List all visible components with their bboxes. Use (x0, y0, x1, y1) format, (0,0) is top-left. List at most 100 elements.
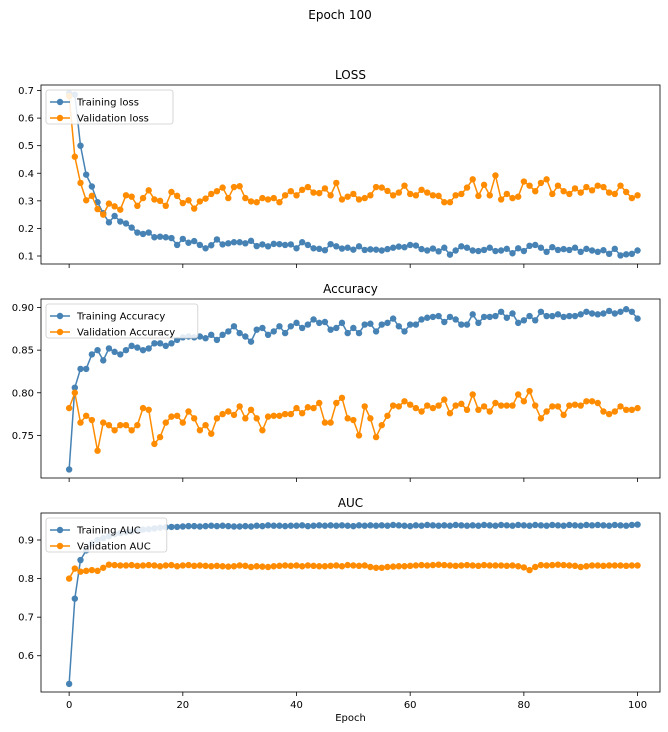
legend-box (45, 89, 174, 125)
data-point (441, 244, 448, 251)
data-point (333, 243, 340, 250)
data-point (594, 248, 601, 256)
data-point (82, 197, 90, 204)
data-point (344, 415, 351, 422)
y-tick-label: 0.4 (18, 169, 34, 180)
data-point (509, 522, 516, 529)
data-point (82, 365, 90, 373)
data-point (395, 243, 403, 250)
data-point (270, 412, 277, 419)
data-point (82, 412, 90, 419)
legend-box (45, 517, 168, 553)
data-point (554, 182, 562, 189)
y-tick-label: 0.2 (18, 224, 34, 235)
data-point (424, 189, 431, 196)
data-point (298, 186, 306, 194)
data-point (577, 522, 584, 529)
data-point (532, 241, 539, 249)
data-point (509, 562, 516, 569)
data-point (333, 179, 340, 187)
data-point (361, 246, 368, 254)
data-point (219, 241, 226, 248)
data-point (230, 183, 238, 191)
data-point (389, 563, 397, 570)
data-point (117, 206, 124, 213)
data-point (537, 179, 545, 187)
data-point (88, 192, 96, 200)
data-point (429, 313, 437, 321)
data-point (424, 314, 431, 321)
data-point (327, 419, 334, 426)
data-point (225, 563, 232, 570)
x-axis-label: Epoch (335, 713, 366, 724)
data-point (458, 190, 465, 198)
x-tick-label: 20 (176, 700, 189, 711)
data-point (605, 189, 613, 196)
data-point (310, 189, 317, 196)
data-point (367, 563, 374, 571)
data-point (151, 340, 158, 347)
data-point (117, 421, 124, 429)
data-point (122, 346, 130, 354)
data-point (634, 247, 641, 254)
data-point (310, 404, 317, 412)
data-point (105, 421, 113, 429)
data-point (65, 575, 73, 582)
data-point (253, 415, 260, 422)
data-point (628, 194, 636, 202)
data-point (611, 521, 619, 529)
data-point (588, 187, 596, 194)
data-point (304, 183, 312, 191)
data-point (634, 521, 641, 528)
data-point (435, 402, 442, 409)
data-point (321, 185, 329, 192)
data-point (247, 198, 255, 205)
legend-entry: Validation AUC (50, 542, 151, 553)
subplot-1: Accuracy 0.75 0.80 0.85 0.90 Training Accurac… (12, 282, 661, 482)
data-point (139, 194, 147, 202)
data-point (310, 522, 317, 529)
y-tick-label: 0.7 (18, 613, 34, 624)
data-point (196, 198, 204, 205)
data-point (179, 523, 187, 530)
data-point (156, 563, 164, 570)
data-point (105, 200, 113, 207)
data-point (361, 194, 368, 202)
data-point (441, 396, 448, 403)
data-point (384, 319, 391, 327)
data-point (213, 562, 221, 570)
data-point (583, 183, 590, 191)
data-point (367, 192, 374, 199)
data-point (617, 562, 624, 569)
data-point (622, 188, 630, 196)
data-point (145, 229, 152, 236)
data-point (111, 427, 118, 434)
legend-box (45, 303, 199, 339)
data-point (327, 192, 334, 199)
data-point (316, 563, 323, 570)
data-point (350, 324, 357, 332)
data-point (355, 196, 363, 203)
data-point (185, 561, 192, 569)
data-point (162, 562, 169, 569)
data-point (293, 245, 300, 252)
data-point (128, 193, 135, 200)
data-point (452, 402, 459, 409)
data-point (554, 522, 562, 529)
data-point (554, 311, 562, 318)
data-point (208, 522, 215, 529)
data-point (577, 402, 584, 409)
data-point (378, 522, 385, 529)
data-point (117, 351, 124, 358)
data-point (327, 326, 334, 333)
x-tick-label: 80 (517, 700, 530, 711)
data-point (134, 229, 141, 236)
data-point (486, 408, 493, 415)
data-point (134, 202, 141, 209)
data-point (566, 312, 573, 320)
y-tick-label: 0.75 (12, 431, 34, 442)
legend-entry: Training Accuracy (50, 312, 165, 323)
y-tick-label: 0.6 (18, 114, 34, 125)
data-point (270, 522, 277, 529)
data-point (298, 522, 306, 529)
